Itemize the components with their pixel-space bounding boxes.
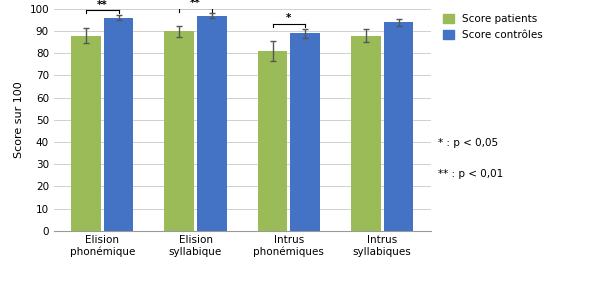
Bar (351, 36, 381, 231)
Text: **: ** (190, 0, 201, 8)
Bar (258, 51, 288, 231)
Bar (383, 22, 413, 231)
Legend: Score patients, Score contrôles: Score patients, Score contrôles (443, 14, 543, 40)
Bar (290, 33, 320, 231)
Bar (164, 31, 194, 231)
Text: * : p < 0,05: * : p < 0,05 (438, 138, 498, 148)
Bar (71, 36, 101, 231)
Bar (103, 18, 133, 231)
Text: **: ** (97, 0, 108, 9)
Y-axis label: Score sur 100: Score sur 100 (14, 81, 24, 158)
Bar (197, 15, 227, 231)
Text: ** : p < 0,01: ** : p < 0,01 (438, 169, 504, 179)
Text: *: * (286, 13, 292, 23)
